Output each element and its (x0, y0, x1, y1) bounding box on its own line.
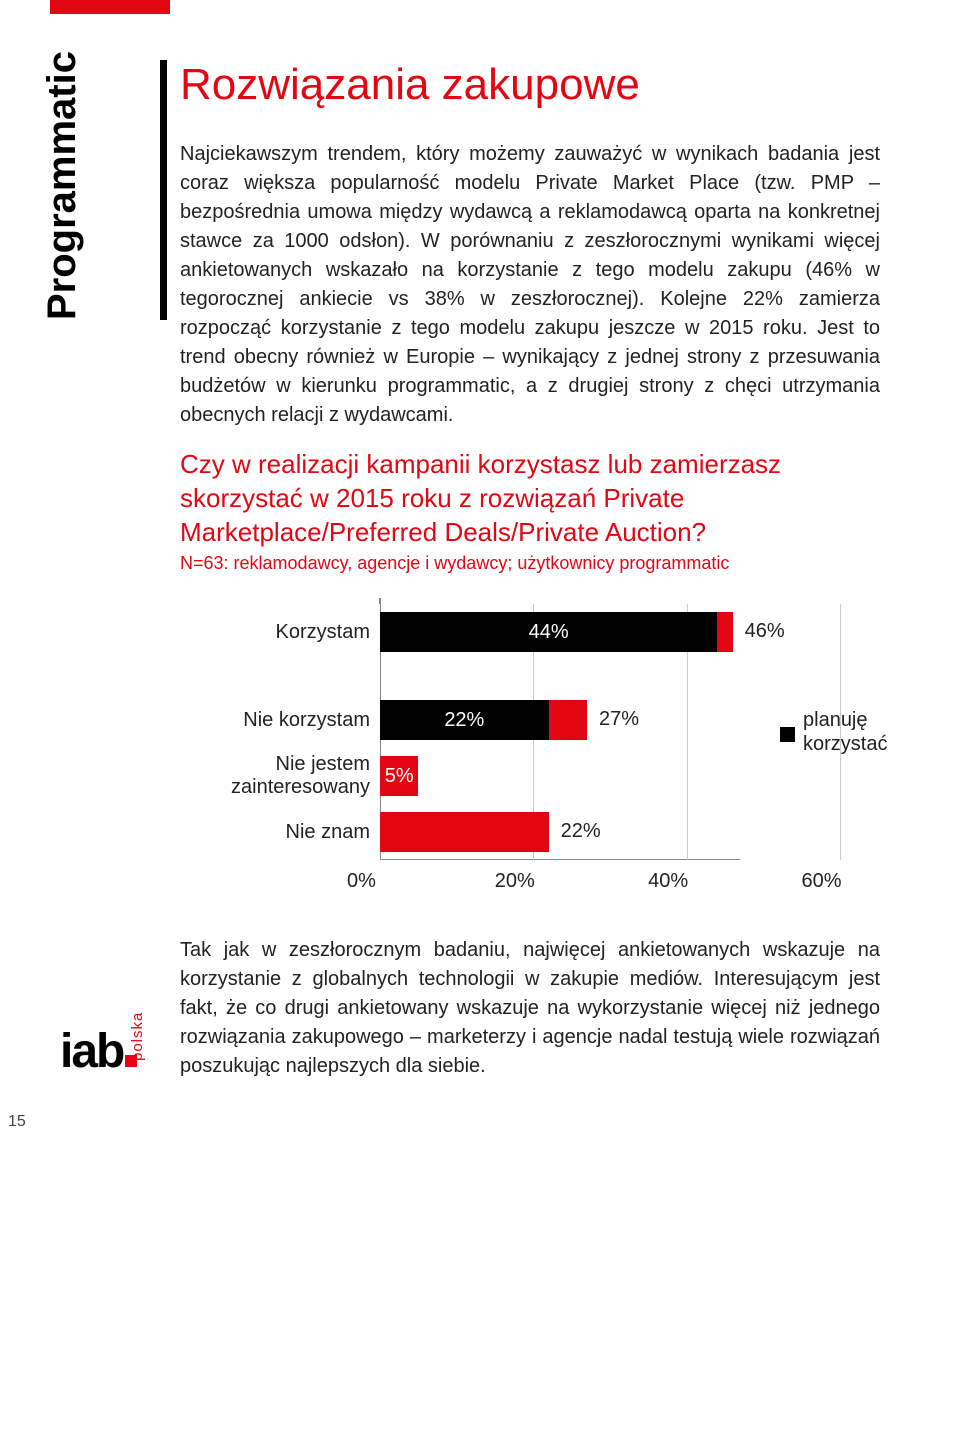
chart-category-label: Nie jestem zainteresowany (180, 748, 380, 804)
page-title: Rozwiązania zakupowe (180, 60, 880, 110)
chart-axis: 0%20%40%60% (361, 866, 759, 896)
chart-bar-value-outside: 46% (745, 620, 785, 643)
legend-label: planujękorzystać (803, 708, 887, 756)
chart-axis-tick-label: 40% (648, 870, 688, 893)
chart-category-label: Nie znam (180, 804, 380, 860)
chart-category-label: Korzystam (180, 604, 380, 660)
legend-square-icon (780, 727, 795, 742)
chart-sample: N=63: reklamodawcy, agencje i wydawcy; u… (180, 553, 880, 574)
chart-bar-segment-primary: 44% (380, 612, 717, 652)
chart-container: Korzystam Nie korzystamNie jestem zainter… (180, 604, 880, 896)
logo-text: iab (60, 1024, 123, 1079)
section-vertical-label: Programmatic (40, 51, 85, 320)
page-number: 15 (8, 1113, 26, 1131)
chart-plot-area: 44%46%22%27%5%22% (380, 604, 740, 860)
chart-bar-segment-primary: 22% (380, 700, 549, 740)
chart-bar-value-outside: 27% (599, 708, 639, 731)
chart-bar-value: 44% (529, 621, 569, 644)
body-paragraph-2: Tak jak w zeszłorocznym badaniu, najwięc… (180, 936, 880, 1081)
chart-question: Czy w realizacji kampanii korzystasz lub… (180, 448, 880, 549)
chart-bars-area: Korzystam Nie korzystamNie jestem zainter… (180, 604, 880, 860)
chart-axis-tick-label: 60% (801, 870, 841, 893)
iab-logo: iab polska (60, 1024, 137, 1079)
chart-bar-value: 5% (385, 765, 414, 788)
chart-bar-segment-secondary (549, 700, 587, 740)
logo-subtext: polska (129, 1012, 146, 1061)
chart-bar-segment-single (380, 812, 549, 852)
chart-axis-tick-label: 0% (347, 870, 376, 893)
chart-category-label: Nie korzystam (180, 692, 380, 748)
chart-axis-tick-label: 20% (495, 870, 535, 893)
body-paragraph-1: Najciekawszym trendem, który możemy zauw… (180, 140, 880, 430)
chart-bar-segment-single: 5% (380, 756, 418, 796)
vertical-divider (160, 60, 167, 320)
page-container: Programmatic Rozwiązania zakupowe Najcie… (0, 0, 960, 1139)
chart-bar-segment-secondary (717, 612, 732, 652)
chart-bar-value-outside: 22% (561, 820, 601, 843)
chart-gridline (840, 604, 841, 860)
chart-bar-value: 22% (444, 709, 484, 732)
